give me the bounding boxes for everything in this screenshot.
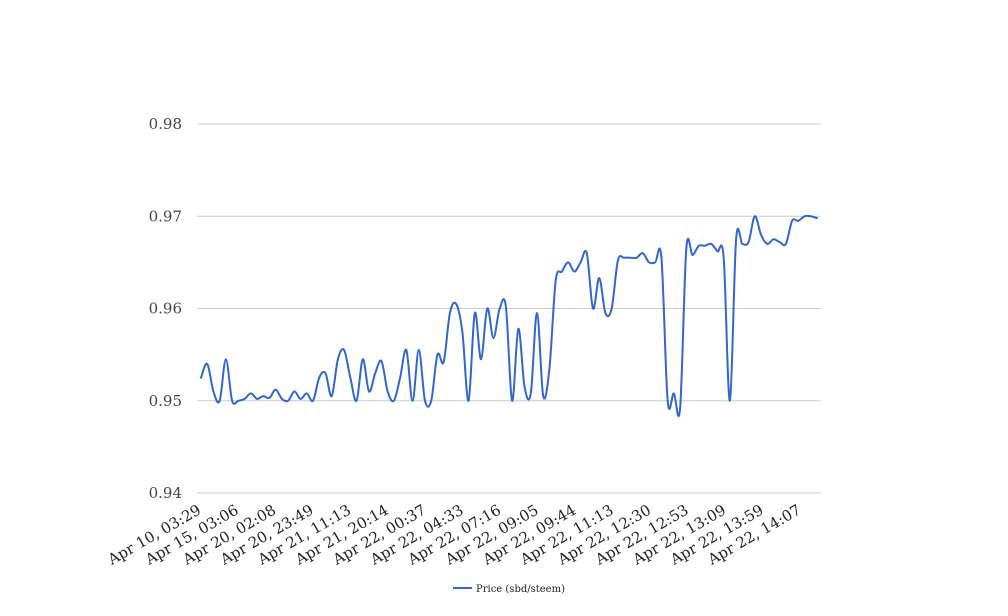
gridlines [197, 123, 821, 494]
legend-label: Price (sbd/steem) [476, 584, 565, 595]
y-tick-label: 0.97 [149, 207, 182, 225]
y-tick-label: 0.94 [149, 484, 182, 502]
series-line-price [200, 214, 818, 418]
series-layer [200, 214, 818, 418]
y-tick-label: 0.96 [149, 300, 182, 318]
legend: Price (sbd/steem) [453, 584, 565, 595]
y-tick-label: 0.95 [149, 392, 182, 410]
y-tick-label: 0.98 [149, 115, 182, 133]
y-axis-ticks: 0.94 0.95 0.96 0.97 0.98 [149, 115, 182, 502]
